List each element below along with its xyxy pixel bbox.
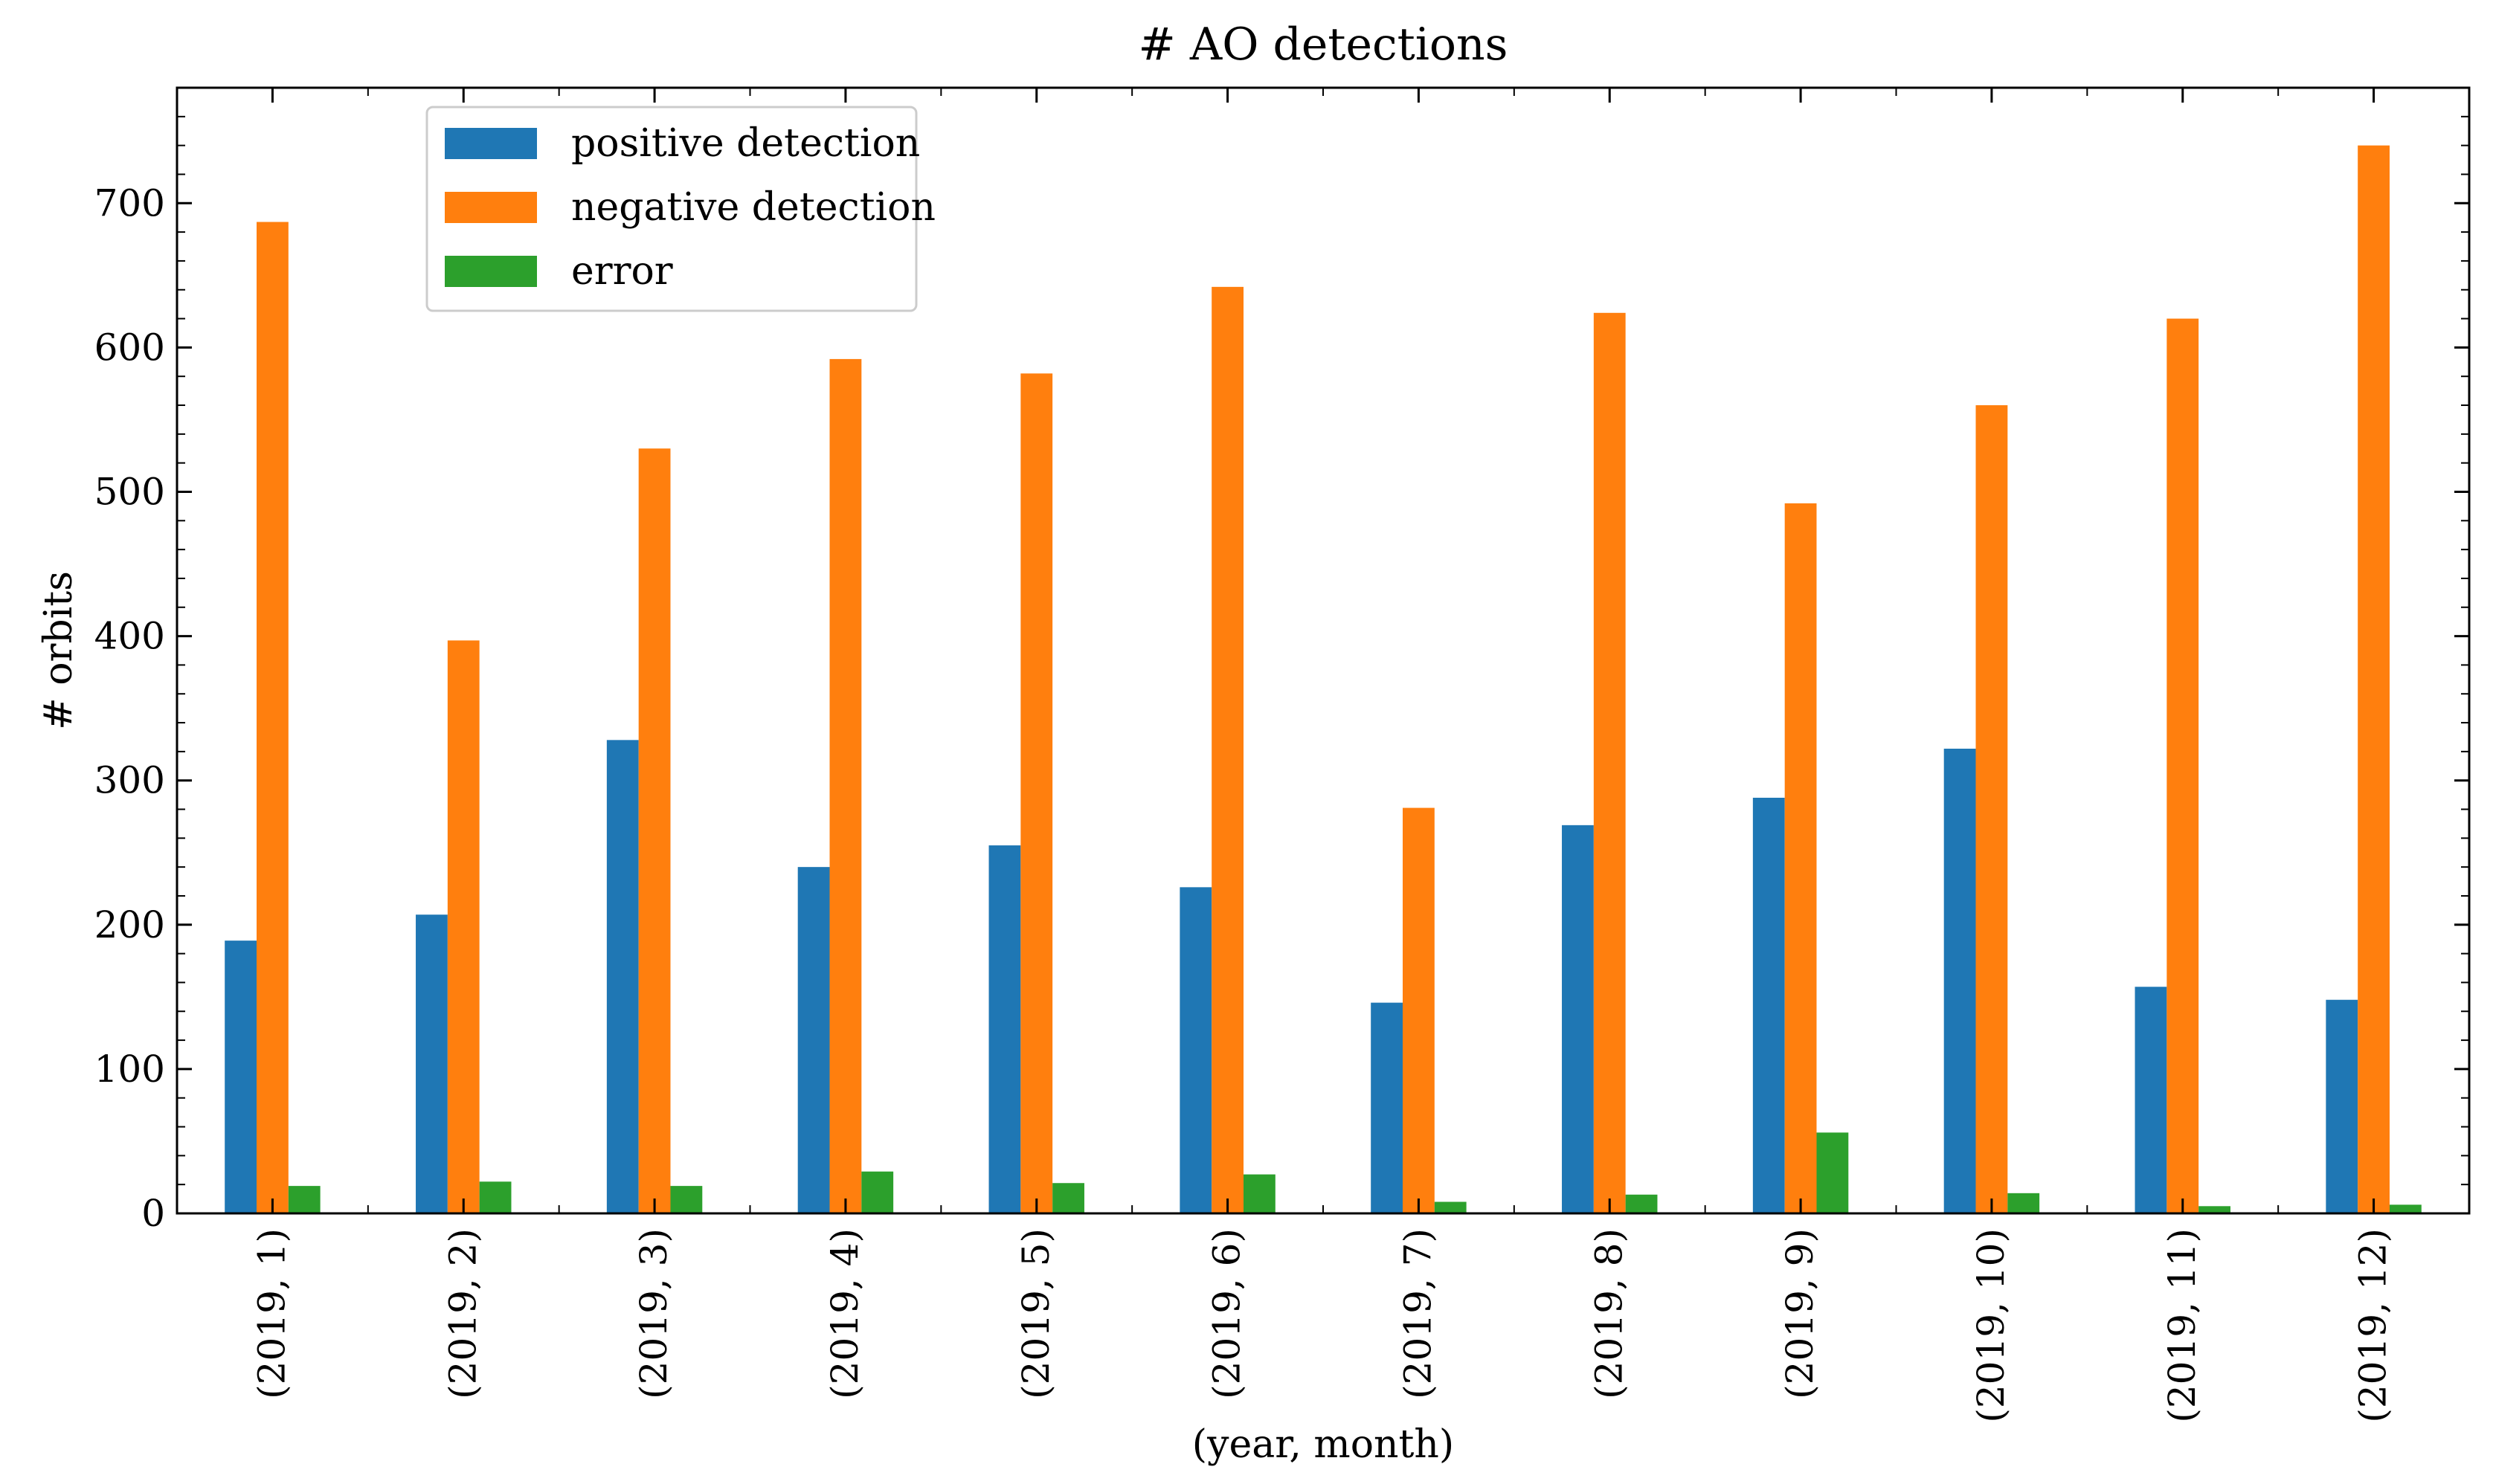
bar-negative-detection-4	[829, 358, 862, 1213]
x-tick-label: (2019, 7)	[1396, 1228, 1439, 1399]
y-tick-label: 300	[94, 759, 165, 802]
legend-label: error	[571, 249, 673, 294]
x-tick-label: (2019, 11)	[2161, 1228, 2204, 1423]
x-tick-label: (2019, 10)	[1969, 1228, 2013, 1423]
bar-positive-detection-11	[2135, 987, 2167, 1213]
plot-area: 0 100 200 300 400 500 600 700 (2019, 1) (2019, 2)…	[94, 86, 2471, 1423]
bar-negative-detection-8	[1593, 312, 1626, 1213]
bar-positive-detection-4	[797, 867, 830, 1213]
legend-swatch-negative-detection	[445, 192, 537, 223]
bar-negative-detection-10	[1975, 405, 2008, 1213]
bar-error-1	[288, 1186, 321, 1213]
x-tick-label: (2019, 2)	[441, 1228, 484, 1399]
legend-swatch-positive-detection	[445, 128, 537, 159]
x-tick-label: (2019, 9)	[1778, 1228, 1821, 1399]
bar-error-4	[861, 1171, 894, 1213]
bar-error-7	[1434, 1201, 1467, 1213]
legend-box	[425, 106, 918, 312]
bar-negative-detection-12	[2358, 145, 2390, 1213]
bar-positive-detection-3	[606, 740, 639, 1213]
x-tick-label: (2019, 4)	[823, 1228, 866, 1399]
bar-error-11	[2198, 1206, 2230, 1213]
bar-positive-detection-9	[1752, 797, 1785, 1213]
bar-error-2	[479, 1181, 512, 1213]
bar-negative-detection-2	[447, 640, 480, 1213]
bar-error-5	[1052, 1183, 1084, 1213]
y-axis-label: # orbits	[36, 571, 81, 730]
legend-label: positive detection	[571, 121, 920, 166]
bar-positive-detection-8	[1562, 825, 1594, 1213]
x-tick-label: (2019, 1)	[250, 1228, 293, 1399]
x-tick-label: (2019, 12)	[2352, 1228, 2395, 1423]
y-tick-label: 500	[94, 470, 165, 513]
bar-positive-detection-12	[2326, 999, 2358, 1213]
bar-positive-detection-2	[416, 914, 448, 1213]
legend-label: negative detection	[571, 185, 936, 230]
bar-negative-detection-5	[1020, 373, 1053, 1213]
chart-title: # AO detections	[1139, 19, 1508, 71]
bar-error-8	[1625, 1194, 1658, 1213]
bar-error-3	[670, 1186, 703, 1213]
x-tick-label: (2019, 8)	[1587, 1228, 1630, 1399]
x-tick-label: (2019, 3)	[632, 1228, 675, 1399]
y-tick-label: 200	[94, 903, 165, 946]
bar-positive-detection-1	[225, 941, 257, 1213]
x-tick-label: (2019, 6)	[1206, 1228, 1249, 1399]
y-tick-label: 100	[94, 1048, 165, 1091]
y-tick-label: 0	[141, 1192, 165, 1235]
bar-negative-detection-7	[1403, 807, 1435, 1213]
y-tick-label: 700	[94, 181, 165, 225]
bar-positive-detection-10	[1943, 748, 1976, 1213]
bar-positive-detection-7	[1371, 1002, 1403, 1213]
legend: positive detection negative detection erro…	[425, 106, 936, 312]
bar-error-12	[2389, 1204, 2422, 1213]
bar-error-6	[1243, 1174, 1276, 1213]
legend-swatch-error	[445, 256, 537, 287]
x-axis-label: (year, month)	[1192, 1422, 1454, 1467]
bar-error-10	[2007, 1193, 2040, 1213]
bar-negative-detection-11	[2167, 318, 2199, 1213]
y-tick-label: 400	[94, 615, 165, 658]
bar-negative-detection-1	[257, 222, 289, 1213]
bar-negative-detection-3	[638, 448, 671, 1213]
y-tick-label: 600	[94, 326, 165, 369]
bar-negative-detection-9	[1784, 503, 1817, 1213]
bar-negative-detection-6	[1212, 286, 1244, 1213]
x-tick-label: (2019, 5)	[1014, 1228, 1058, 1399]
bar-positive-detection-5	[988, 845, 1021, 1213]
bar-error-9	[1816, 1132, 1849, 1213]
bar-positive-detection-6	[1180, 887, 1212, 1213]
plot-frame	[176, 86, 2471, 1215]
